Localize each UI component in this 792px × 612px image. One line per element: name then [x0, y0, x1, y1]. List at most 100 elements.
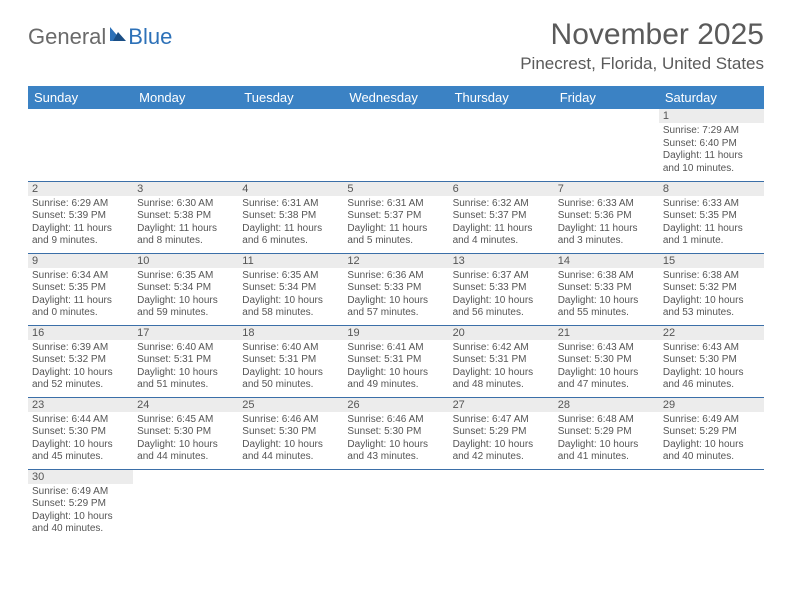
calendar-cell: 3Sunrise: 6:30 AMSunset: 5:38 PMDaylight… — [133, 181, 238, 253]
day-number: 6 — [449, 182, 554, 196]
calendar-row: 23Sunrise: 6:44 AMSunset: 5:30 PMDayligh… — [28, 397, 764, 469]
day-details: Sunrise: 6:48 AMSunset: 5:29 PMDaylight:… — [554, 412, 659, 467]
day-details: Sunrise: 6:35 AMSunset: 5:34 PMDaylight:… — [133, 268, 238, 323]
logo-word2: Blue — [128, 24, 172, 50]
calendar-cell — [659, 469, 764, 541]
calendar-page: General Blue November 2025 Pinecrest, Fl… — [0, 0, 792, 541]
calendar-row: 1Sunrise: 7:29 AMSunset: 6:40 PMDaylight… — [28, 109, 764, 181]
calendar-cell: 24Sunrise: 6:45 AMSunset: 5:30 PMDayligh… — [133, 397, 238, 469]
calendar-cell: 7Sunrise: 6:33 AMSunset: 5:36 PMDaylight… — [554, 181, 659, 253]
day-details: Sunrise: 6:46 AMSunset: 5:30 PMDaylight:… — [343, 412, 448, 467]
day-header: Tuesday — [238, 86, 343, 109]
day-number: 5 — [343, 182, 448, 196]
calendar-cell — [133, 469, 238, 541]
calendar-cell: 23Sunrise: 6:44 AMSunset: 5:30 PMDayligh… — [28, 397, 133, 469]
calendar-row: 16Sunrise: 6:39 AMSunset: 5:32 PMDayligh… — [28, 325, 764, 397]
header: General Blue November 2025 Pinecrest, Fl… — [28, 18, 764, 74]
calendar-row: 9Sunrise: 6:34 AMSunset: 5:35 PMDaylight… — [28, 253, 764, 325]
day-details: Sunrise: 6:32 AMSunset: 5:37 PMDaylight:… — [449, 196, 554, 251]
day-number: 8 — [659, 182, 764, 196]
day-number: 29 — [659, 398, 764, 412]
day-details: Sunrise: 6:42 AMSunset: 5:31 PMDaylight:… — [449, 340, 554, 395]
day-details: Sunrise: 6:37 AMSunset: 5:33 PMDaylight:… — [449, 268, 554, 323]
day-number: 13 — [449, 254, 554, 268]
day-details: Sunrise: 6:38 AMSunset: 5:32 PMDaylight:… — [659, 268, 764, 323]
calendar-cell: 27Sunrise: 6:47 AMSunset: 5:29 PMDayligh… — [449, 397, 554, 469]
calendar-cell — [554, 109, 659, 181]
calendar-cell: 25Sunrise: 6:46 AMSunset: 5:30 PMDayligh… — [238, 397, 343, 469]
day-number: 21 — [554, 326, 659, 340]
logo-sail-icon — [108, 24, 130, 50]
calendar-cell: 10Sunrise: 6:35 AMSunset: 5:34 PMDayligh… — [133, 253, 238, 325]
calendar-cell: 21Sunrise: 6:43 AMSunset: 5:30 PMDayligh… — [554, 325, 659, 397]
calendar-cell — [554, 469, 659, 541]
logo-word1: General — [28, 24, 106, 50]
day-details: Sunrise: 6:30 AMSunset: 5:38 PMDaylight:… — [133, 196, 238, 251]
day-details: Sunrise: 6:44 AMSunset: 5:30 PMDaylight:… — [28, 412, 133, 467]
calendar-cell: 18Sunrise: 6:40 AMSunset: 5:31 PMDayligh… — [238, 325, 343, 397]
calendar-cell: 5Sunrise: 6:31 AMSunset: 5:37 PMDaylight… — [343, 181, 448, 253]
day-number: 23 — [28, 398, 133, 412]
day-number: 4 — [238, 182, 343, 196]
day-details: Sunrise: 6:43 AMSunset: 5:30 PMDaylight:… — [554, 340, 659, 395]
location: Pinecrest, Florida, United States — [520, 54, 764, 74]
day-details: Sunrise: 6:41 AMSunset: 5:31 PMDaylight:… — [343, 340, 448, 395]
day-number: 26 — [343, 398, 448, 412]
day-number: 28 — [554, 398, 659, 412]
day-number: 1 — [659, 109, 764, 123]
day-details: Sunrise: 6:31 AMSunset: 5:37 PMDaylight:… — [343, 196, 448, 251]
day-details: Sunrise: 6:36 AMSunset: 5:33 PMDaylight:… — [343, 268, 448, 323]
day-header: Thursday — [449, 86, 554, 109]
calendar-cell — [238, 109, 343, 181]
calendar-cell: 26Sunrise: 6:46 AMSunset: 5:30 PMDayligh… — [343, 397, 448, 469]
day-header: Friday — [554, 86, 659, 109]
calendar-cell — [449, 109, 554, 181]
day-number: 17 — [133, 326, 238, 340]
day-details: Sunrise: 6:43 AMSunset: 5:30 PMDaylight:… — [659, 340, 764, 395]
day-details: Sunrise: 6:46 AMSunset: 5:30 PMDaylight:… — [238, 412, 343, 467]
calendar-cell: 6Sunrise: 6:32 AMSunset: 5:37 PMDaylight… — [449, 181, 554, 253]
day-header: Wednesday — [343, 86, 448, 109]
calendar-cell: 11Sunrise: 6:35 AMSunset: 5:34 PMDayligh… — [238, 253, 343, 325]
day-number: 19 — [343, 326, 448, 340]
calendar-row: 2Sunrise: 6:29 AMSunset: 5:39 PMDaylight… — [28, 181, 764, 253]
day-details: Sunrise: 6:40 AMSunset: 5:31 PMDaylight:… — [133, 340, 238, 395]
calendar-cell: 15Sunrise: 6:38 AMSunset: 5:32 PMDayligh… — [659, 253, 764, 325]
title-block: November 2025 Pinecrest, Florida, United… — [520, 18, 764, 74]
calendar-cell — [343, 109, 448, 181]
day-number: 11 — [238, 254, 343, 268]
calendar-cell — [28, 109, 133, 181]
day-number: 14 — [554, 254, 659, 268]
day-number: 18 — [238, 326, 343, 340]
day-number: 7 — [554, 182, 659, 196]
day-header: Saturday — [659, 86, 764, 109]
day-details: Sunrise: 6:38 AMSunset: 5:33 PMDaylight:… — [554, 268, 659, 323]
calendar-cell: 4Sunrise: 6:31 AMSunset: 5:38 PMDaylight… — [238, 181, 343, 253]
day-number: 15 — [659, 254, 764, 268]
calendar-head: SundayMondayTuesdayWednesdayThursdayFrid… — [28, 86, 764, 109]
day-number: 20 — [449, 326, 554, 340]
calendar-cell: 13Sunrise: 6:37 AMSunset: 5:33 PMDayligh… — [449, 253, 554, 325]
day-number: 24 — [133, 398, 238, 412]
day-number: 2 — [28, 182, 133, 196]
day-details: Sunrise: 6:33 AMSunset: 5:36 PMDaylight:… — [554, 196, 659, 251]
calendar-cell: 1Sunrise: 7:29 AMSunset: 6:40 PMDaylight… — [659, 109, 764, 181]
day-details: Sunrise: 6:34 AMSunset: 5:35 PMDaylight:… — [28, 268, 133, 323]
calendar-cell: 12Sunrise: 6:36 AMSunset: 5:33 PMDayligh… — [343, 253, 448, 325]
day-number: 22 — [659, 326, 764, 340]
calendar-cell: 20Sunrise: 6:42 AMSunset: 5:31 PMDayligh… — [449, 325, 554, 397]
day-details: Sunrise: 6:49 AMSunset: 5:29 PMDaylight:… — [659, 412, 764, 467]
day-details: Sunrise: 6:35 AMSunset: 5:34 PMDaylight:… — [238, 268, 343, 323]
calendar-cell: 17Sunrise: 6:40 AMSunset: 5:31 PMDayligh… — [133, 325, 238, 397]
day-details: Sunrise: 6:33 AMSunset: 5:35 PMDaylight:… — [659, 196, 764, 251]
day-number: 10 — [133, 254, 238, 268]
calendar-cell — [449, 469, 554, 541]
day-details: Sunrise: 6:29 AMSunset: 5:39 PMDaylight:… — [28, 196, 133, 251]
calendar-cell: 29Sunrise: 6:49 AMSunset: 5:29 PMDayligh… — [659, 397, 764, 469]
day-details: Sunrise: 6:39 AMSunset: 5:32 PMDaylight:… — [28, 340, 133, 395]
day-number: 12 — [343, 254, 448, 268]
day-number: 27 — [449, 398, 554, 412]
calendar-cell: 8Sunrise: 6:33 AMSunset: 5:35 PMDaylight… — [659, 181, 764, 253]
month-title: November 2025 — [520, 18, 764, 52]
day-number: 9 — [28, 254, 133, 268]
